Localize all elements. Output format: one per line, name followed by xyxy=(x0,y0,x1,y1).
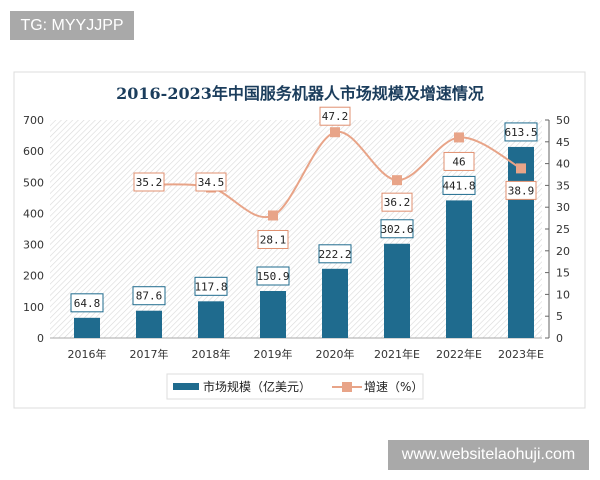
y-right-tick: 0 xyxy=(556,332,563,345)
growth-marker xyxy=(392,175,402,186)
bar-label-box xyxy=(70,293,104,313)
x-tick: 2017年 xyxy=(130,347,169,361)
y-right-tick: 5 xyxy=(556,310,563,323)
x-tick: 2020年 xyxy=(316,347,355,361)
bar xyxy=(322,268,348,338)
bar-label: 222.2 xyxy=(318,248,351,261)
bar xyxy=(198,301,224,338)
x-tick: 2023年E xyxy=(498,347,544,361)
y-right-tick: 30 xyxy=(556,201,570,214)
growth-label-box xyxy=(319,106,351,126)
growth-label: 38.9 xyxy=(508,184,535,197)
bar xyxy=(446,200,472,338)
y-right-tick: 25 xyxy=(556,223,570,236)
growth-label: 47.2 xyxy=(322,110,349,123)
x-tick: 2016年 xyxy=(68,347,107,361)
bar-label: 441.8 xyxy=(442,179,475,192)
growth-label: 28.1 xyxy=(260,233,287,246)
y-right-tick: 15 xyxy=(556,267,570,280)
bar-label-box xyxy=(318,244,352,264)
y-right-tick: 35 xyxy=(556,179,570,192)
y-left-tick: 0 xyxy=(37,332,44,345)
growth-label: 46 xyxy=(452,155,465,168)
growth-marker xyxy=(516,163,526,174)
growth-label-box xyxy=(443,151,475,171)
bar xyxy=(508,146,534,338)
growth-marker xyxy=(330,127,340,138)
legend-bar-label: 市场规模（亿美元） xyxy=(203,379,311,394)
legend xyxy=(166,373,424,400)
y-right-tick: 10 xyxy=(556,288,570,301)
x-tick: 2018年 xyxy=(192,347,231,361)
growth-marker xyxy=(268,210,278,221)
growth-label: 34.5 xyxy=(198,176,225,189)
bar-label: 117.8 xyxy=(194,280,227,293)
x-tick: 2019年 xyxy=(254,347,293,361)
bar-label-box xyxy=(256,266,290,286)
bar-label: 64.8 xyxy=(74,297,101,310)
bar-label-box xyxy=(132,286,166,306)
x-tick: 2021年E xyxy=(374,347,420,361)
y-left-tick: 600 xyxy=(23,145,44,158)
x-tick: 2022年E xyxy=(436,347,482,361)
bar-label: 87.6 xyxy=(136,290,163,303)
legend-line-label: 增速（%） xyxy=(364,380,423,394)
y-left-tick: 300 xyxy=(23,239,44,252)
growth-label-box xyxy=(257,229,289,249)
growth-label: 36.2 xyxy=(384,196,411,209)
growth-label-box xyxy=(195,172,227,192)
growth-label-box xyxy=(505,180,537,200)
bar-label-box xyxy=(194,276,228,296)
y-left-tick: 100 xyxy=(23,301,44,314)
bar-label-box xyxy=(442,175,476,195)
bar xyxy=(74,317,100,338)
y-right-tick: 50 xyxy=(556,114,570,127)
growth-label-box xyxy=(133,172,165,192)
bar xyxy=(384,243,410,338)
legend-bar-swatch xyxy=(173,383,199,390)
growth-label-box xyxy=(381,192,413,212)
bar xyxy=(260,291,286,338)
growth-marker xyxy=(454,132,464,143)
y-left-tick: 500 xyxy=(23,176,44,189)
legend-line-marker xyxy=(342,382,352,392)
y-right-tick: 20 xyxy=(556,245,570,258)
bar xyxy=(136,310,162,338)
y-left-tick: 200 xyxy=(23,270,44,283)
bar-label: 302.6 xyxy=(380,223,413,236)
y-right-tick: 45 xyxy=(556,136,570,149)
watermark-top: TG: MYYJJPP xyxy=(10,11,134,40)
bar-label: 613.5 xyxy=(504,126,537,139)
bar-label: 150.9 xyxy=(256,270,289,283)
chart-title: 2016-2023年中国服务机器人市场规模及增速情况 xyxy=(116,84,484,103)
growth-label: 35.2 xyxy=(136,176,163,189)
y-right-tick: 40 xyxy=(556,158,570,171)
y-left-tick: 400 xyxy=(23,207,44,220)
bar-label-box xyxy=(380,219,414,239)
watermark-bottom: www.websitelaohuji.com xyxy=(388,440,589,470)
bar-label-box xyxy=(504,122,538,142)
y-left-tick: 700 xyxy=(23,114,44,127)
